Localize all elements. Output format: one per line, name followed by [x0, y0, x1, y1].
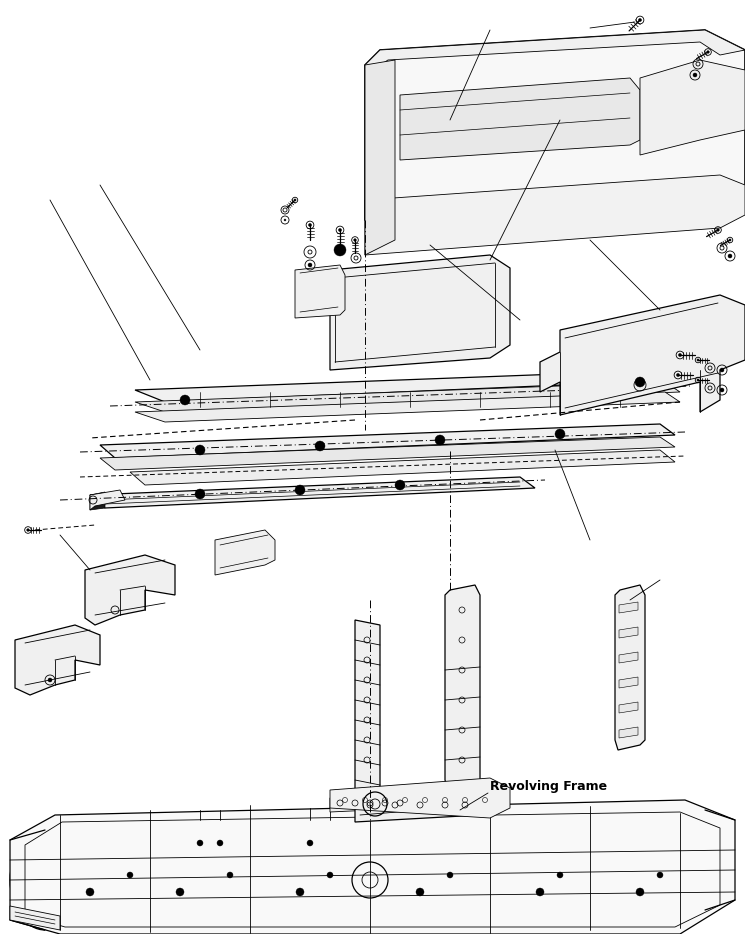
Polygon shape: [330, 778, 510, 818]
Polygon shape: [355, 620, 380, 800]
Polygon shape: [135, 392, 680, 422]
Circle shape: [227, 872, 233, 878]
Polygon shape: [130, 450, 675, 485]
Circle shape: [294, 199, 296, 201]
Polygon shape: [365, 30, 745, 240]
Polygon shape: [615, 585, 645, 750]
Polygon shape: [540, 295, 745, 415]
Circle shape: [679, 353, 682, 357]
Circle shape: [176, 888, 184, 896]
Polygon shape: [295, 265, 345, 318]
Circle shape: [334, 244, 346, 256]
Polygon shape: [619, 677, 638, 688]
Circle shape: [127, 872, 133, 878]
Polygon shape: [100, 437, 675, 470]
Polygon shape: [365, 30, 745, 72]
Circle shape: [416, 888, 424, 896]
Polygon shape: [90, 477, 535, 508]
Circle shape: [728, 254, 732, 258]
Polygon shape: [90, 492, 105, 510]
Circle shape: [308, 223, 311, 227]
Circle shape: [676, 374, 679, 376]
Circle shape: [635, 377, 645, 387]
Circle shape: [657, 872, 663, 878]
Polygon shape: [100, 424, 675, 458]
Circle shape: [395, 480, 405, 490]
Circle shape: [86, 888, 94, 896]
Circle shape: [636, 888, 644, 896]
Polygon shape: [619, 627, 638, 638]
Polygon shape: [619, 702, 638, 713]
Circle shape: [729, 239, 731, 241]
Polygon shape: [135, 382, 680, 412]
Polygon shape: [330, 255, 510, 370]
Polygon shape: [355, 780, 490, 822]
Polygon shape: [135, 370, 680, 402]
Polygon shape: [215, 530, 275, 575]
Circle shape: [693, 73, 697, 77]
Polygon shape: [445, 585, 480, 790]
Circle shape: [27, 529, 29, 531]
Circle shape: [557, 872, 563, 878]
Circle shape: [308, 263, 312, 267]
Polygon shape: [330, 793, 415, 812]
Circle shape: [697, 379, 699, 381]
Circle shape: [697, 359, 699, 361]
Circle shape: [315, 441, 325, 451]
Polygon shape: [640, 60, 745, 155]
Polygon shape: [10, 800, 735, 934]
Circle shape: [354, 239, 356, 241]
Circle shape: [217, 840, 223, 846]
Circle shape: [555, 429, 565, 439]
Circle shape: [435, 435, 445, 445]
Circle shape: [720, 368, 724, 372]
Circle shape: [296, 888, 304, 896]
Circle shape: [327, 872, 333, 878]
Text: Revolving Frame: Revolving Frame: [490, 780, 607, 793]
Polygon shape: [619, 727, 638, 738]
Polygon shape: [365, 60, 395, 255]
Polygon shape: [400, 78, 640, 160]
Circle shape: [720, 388, 724, 392]
Circle shape: [447, 872, 453, 878]
Polygon shape: [15, 625, 100, 695]
Circle shape: [48, 678, 52, 682]
Polygon shape: [85, 555, 175, 625]
Circle shape: [307, 840, 313, 846]
Circle shape: [536, 888, 544, 896]
Circle shape: [195, 445, 205, 455]
Circle shape: [197, 840, 203, 846]
Polygon shape: [619, 652, 638, 663]
Circle shape: [180, 395, 190, 405]
Polygon shape: [10, 906, 60, 930]
Circle shape: [717, 229, 720, 232]
Circle shape: [195, 489, 205, 499]
Circle shape: [638, 19, 641, 21]
Circle shape: [295, 485, 305, 495]
Circle shape: [707, 50, 709, 53]
Polygon shape: [619, 602, 638, 613]
Polygon shape: [90, 490, 125, 510]
Polygon shape: [365, 175, 745, 255]
Circle shape: [284, 219, 286, 221]
Circle shape: [338, 229, 341, 232]
